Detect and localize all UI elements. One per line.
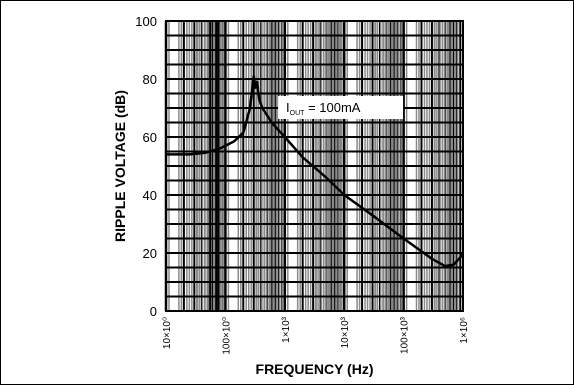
annotation-subscript: OUT: [290, 110, 306, 117]
y-tick-label: 80: [143, 72, 157, 87]
series-layer: [166, 74, 464, 268]
y-tick-label: 100: [135, 14, 157, 29]
x-tick-label: 100×10⁰: [221, 317, 232, 355]
x-tick-label: 10×10³: [340, 316, 351, 348]
annotation-background: [278, 96, 404, 119]
y-tick-label: 20: [143, 246, 157, 261]
annotation-main: I: [286, 100, 290, 115]
x-tick-label: 1×10³: [281, 316, 292, 343]
y-tick-label: 0: [150, 304, 157, 319]
x-tick-labels: 10×10⁰ 100×10⁰ 1×10³ 10×10³ 100×10³ 1×10⁶: [162, 316, 470, 354]
x-tick-label: 100×10³: [400, 316, 411, 354]
x-tick-label: 10×10⁰: [162, 317, 173, 349]
annotation-label-background: [278, 96, 404, 119]
plot-border: [165, 20, 464, 312]
y-tick-label: 60: [143, 130, 157, 145]
x-axis-title: FREQUENCY (Hz): [256, 361, 374, 377]
y-axis-title: RIPPLE VOLTAGE (dB): [112, 90, 128, 242]
plot-frame: [165, 20, 464, 312]
series-line: [166, 74, 464, 268]
y-tick-label: 40: [143, 188, 157, 203]
annotation-label: IOUT = 100mA: [286, 100, 361, 117]
annotation-rest: = 100mA: [304, 100, 360, 115]
y-tick-labels: 0 20 40 60 80 100: [135, 14, 157, 319]
x-tick-label: 1×10⁶: [459, 317, 470, 344]
